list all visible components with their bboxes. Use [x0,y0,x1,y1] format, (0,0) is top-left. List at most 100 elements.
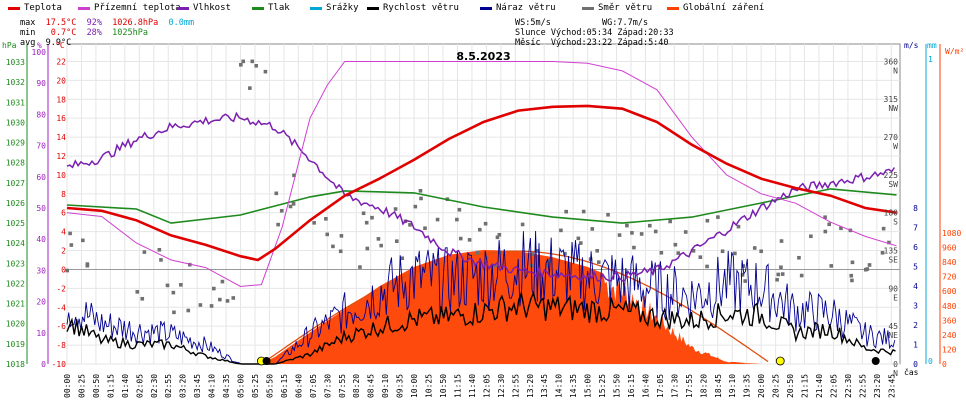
wind-direction-point [419,196,423,201]
temp-tick-label: 18 [56,95,66,104]
wind-direction-point [823,215,827,219]
hpa-tick-label: 1030 [6,118,25,127]
time-tick-label: 21:15 [801,374,810,398]
direction-tick-label: SE [888,256,898,265]
axis-title: % [37,41,42,50]
wind-direction-point [365,246,370,251]
legend-label: Teplota [24,3,62,13]
time-tick-label: 10:50 [439,374,448,398]
wind-direction-point [279,208,284,213]
wind-direction-point [733,251,737,256]
wind-direction-point [639,232,644,236]
wind-direction-point [331,244,335,249]
time-tick-label: 07:05 [309,374,318,398]
wind-direction-point [361,211,366,216]
time-tick-label: 17:30 [670,374,679,398]
time-tick-label: 01:40 [121,374,130,398]
wind-direction-point [495,235,500,240]
time-tick-label: 05:25 [251,374,260,398]
direction-tick-label: 45 [888,322,898,331]
wind-direction-point [364,220,369,225]
wind-direction-point [85,262,90,266]
legend-label: Tlak [268,3,290,13]
wind-direction-point [823,229,828,234]
time-tick-label: 00:00 [63,374,72,398]
hpa-tick-label: 1025 [6,219,25,228]
wind-direction-point [400,256,405,261]
wind-direction-point [263,69,268,74]
ms-tick-label: 0 [913,360,918,369]
wind-direction-point [135,290,140,294]
hpa-tick-label: 1023 [6,259,25,268]
wm2-tick-label: 480 [942,302,957,311]
mm-tick-label: 1 [928,55,933,64]
wind-direction-point [779,239,784,243]
wind-direction-point [887,240,891,245]
wind-direction-point [418,188,423,193]
legend-item: Globální záření [667,3,764,13]
direction-tick-label: NE [888,331,898,340]
hpa-tick-label: 1033 [6,58,25,67]
hpa-tick-label: 1029 [6,139,25,148]
wind-direction-point [218,297,222,302]
wind-direction-point [529,263,534,268]
time-tick-label: 19:10 [728,374,737,398]
ms-tick-label: 6 [913,243,918,252]
temp-tick-label: 16 [56,114,66,123]
legend-swatch [367,6,379,10]
axis-title: W/m² [945,47,964,56]
legend-item: Rychlost větru [367,3,459,13]
time-tick-label: 12:55 [511,374,520,398]
pressure-line [66,188,897,224]
axis-title: mm [927,41,937,50]
wind-direction-point [376,237,381,241]
wind-direction-point [338,249,343,254]
wind-direction-point [867,263,872,267]
time-tick-label: 10:25 [425,374,434,398]
time-axis-title: čas [904,367,919,377]
time-tick-label: 04:10 [208,374,217,398]
time-tick-label: 06:40 [294,374,303,398]
temp-tick-label: 2 [61,247,66,256]
wind-direction-point [720,249,725,254]
stats-block: max 17.5°C 92% 1026.8hPa 0.0mm min 0.7°C… [20,18,194,48]
legend: Teplota Přízemní teplota Vlhkost Tlak Srážky… [0,0,966,16]
legend-swatch [667,6,679,10]
wind-direction-point [68,231,72,236]
time-tick-label: 15:25 [598,374,607,398]
ws-label: WS:5m/s [515,18,551,28]
time-tick-label: 03:20 [179,374,188,398]
wind-direction-point [239,62,243,67]
direction-tick-label: SW [888,180,898,189]
time-tick-label: 23:20 [873,374,882,398]
wind-direction-point [497,232,502,237]
wind-direction-point [276,222,280,227]
wind-direction-point [595,248,600,253]
wind-direction-point [65,268,70,273]
legend-item: Vlhkost [177,3,231,13]
wm2-tick-label: 360 [942,316,957,325]
legend-item: Náraz větru [480,3,556,13]
wind-direction-point [647,223,652,228]
time-tick-label: 20:00 [757,374,766,398]
wind-direction-point [759,249,763,254]
wind-direction-point [564,209,568,214]
humidity-line [66,111,896,282]
wm2-tick-label: 1080 [942,229,961,238]
legend-item: Přízemní teplota [78,3,181,13]
wind-direction-point [291,202,296,206]
direction-tick-label: 90 [888,284,898,293]
wind-direction-point [379,243,383,248]
time-tick-label: 22:05 [829,374,838,398]
direction-tick-label: 270 [884,133,899,142]
time-tick-label: 15:50 [613,374,622,398]
legend-swatch [252,6,264,10]
temp-tick-label: -6 [56,322,66,331]
percent-tick-label: 20 [36,298,46,307]
legend-swatch [582,6,594,10]
wind-direction-point [467,238,472,242]
wind-direction-point [775,277,779,282]
temp-tick-label: 22 [56,57,66,66]
percent-tick-label: 40 [36,235,46,244]
wm2-tick-label: 120 [942,345,957,354]
